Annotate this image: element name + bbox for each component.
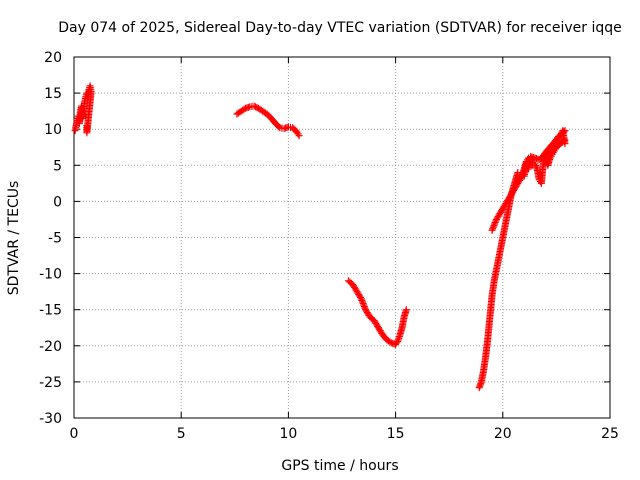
- y-tick-label: -15: [39, 303, 62, 319]
- y-tick-label: -25: [39, 375, 62, 391]
- x-tick-label: 5: [177, 426, 186, 442]
- y-axis-ticks: -30 -25 -20 -15 -10 -5 0 5 10 15 20: [39, 50, 610, 427]
- data-point: [492, 217, 500, 225]
- data-point: [358, 296, 366, 304]
- series-arc-2: [233, 102, 303, 140]
- chart-title: Day 074 of 2025, Sidereal Day-to-day VTE…: [58, 20, 622, 36]
- series-arc-3: [344, 277, 410, 348]
- data-point: [532, 163, 540, 171]
- data-point: [361, 304, 369, 312]
- y-tick-label: -10: [39, 267, 62, 283]
- data-point: [83, 122, 91, 130]
- data-point: [359, 300, 367, 308]
- data-point: [489, 223, 497, 231]
- y-tick-label: -30: [39, 411, 62, 427]
- data-point: [514, 169, 522, 177]
- y-tick-label: 5: [53, 158, 62, 174]
- x-tick-label: 0: [70, 426, 79, 442]
- data-point: [532, 162, 540, 170]
- series-arc-4: [475, 169, 522, 392]
- data-point: [491, 220, 499, 228]
- y-tick-label: 15: [44, 86, 62, 102]
- data-point: [488, 226, 496, 234]
- grid-lines: [74, 57, 610, 418]
- x-tick-label: 10: [279, 426, 297, 442]
- data-point: [295, 132, 303, 140]
- x-axis-ticks: 0 5 10 15 20 25: [70, 57, 619, 442]
- data-point: [490, 222, 498, 230]
- series-arc-6: [520, 127, 569, 187]
- y-axis-label: SDTVAR / TECUs: [6, 181, 22, 296]
- data-point: [393, 339, 401, 347]
- data-point: [561, 127, 569, 135]
- x-tick-label: 25: [601, 426, 619, 442]
- data-point: [531, 160, 539, 168]
- y-tick-label: -20: [39, 339, 62, 355]
- x-tick-label: 20: [494, 426, 512, 442]
- y-tick-label: -5: [48, 231, 62, 247]
- data-point: [561, 140, 569, 148]
- data-point: [360, 301, 368, 309]
- data-point: [356, 293, 364, 301]
- data-point: [489, 225, 497, 233]
- x-axis-label: GPS time / hours: [281, 458, 398, 474]
- data-point: [402, 306, 410, 314]
- series-arc-7: [537, 127, 569, 162]
- data-point: [275, 123, 283, 131]
- data-point: [359, 298, 367, 306]
- data-points: [71, 82, 569, 392]
- data-point: [560, 128, 568, 136]
- data-point: [357, 295, 365, 303]
- data-point: [360, 303, 368, 311]
- series-arc-1: [71, 82, 95, 137]
- data-point: [491, 219, 499, 227]
- y-tick-label: 10: [44, 122, 62, 138]
- x-tick-label: 15: [387, 426, 405, 442]
- y-tick-label: 0: [53, 194, 62, 210]
- y-tick-label: 20: [44, 50, 62, 66]
